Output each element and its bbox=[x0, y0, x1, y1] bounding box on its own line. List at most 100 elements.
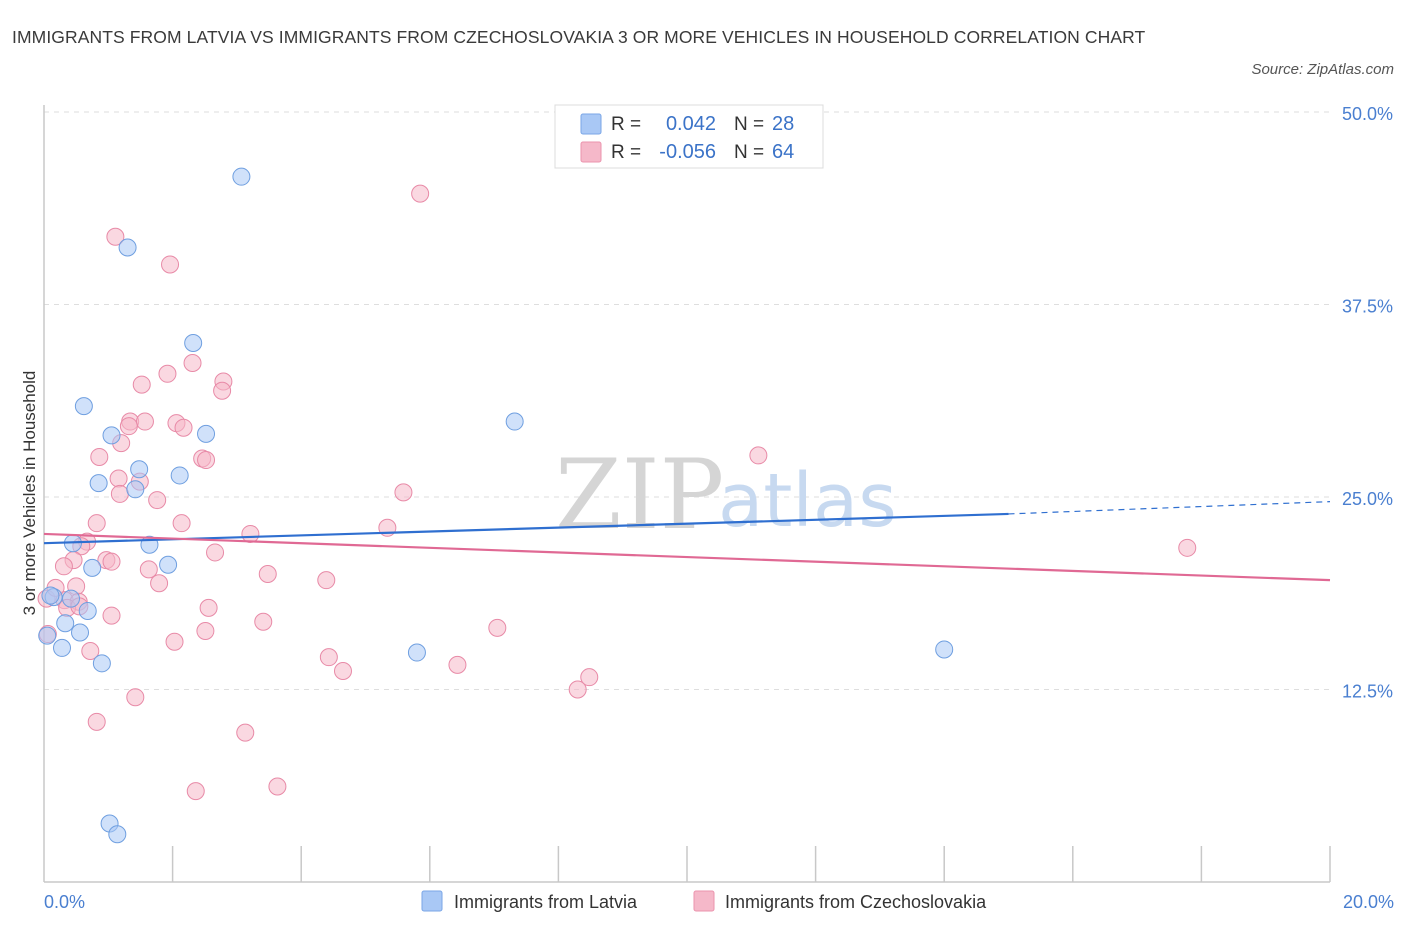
latvia-point bbox=[102, 426, 121, 445]
czechoslovakia-point bbox=[197, 451, 216, 470]
czechoslovakia-point bbox=[54, 557, 73, 576]
czechoslovakia-point bbox=[411, 184, 430, 203]
czechoslovakia-point bbox=[268, 777, 287, 796]
source-label: Source: ZipAtlas.com bbox=[1251, 61, 1394, 78]
legend-r-value-latvia: 0.042 bbox=[666, 113, 716, 135]
czechoslovakia-point bbox=[110, 484, 129, 503]
czechoslovakia-point bbox=[749, 446, 768, 465]
latvia-point bbox=[78, 601, 97, 620]
y-tick-label: 25.0% bbox=[1342, 489, 1393, 509]
latvia-point bbox=[407, 643, 426, 662]
latvia-point bbox=[89, 474, 108, 493]
y-tick-label: 50.0% bbox=[1342, 104, 1393, 124]
latvia-point bbox=[159, 555, 178, 574]
legend-r-label-czechoslovakia: R = bbox=[611, 142, 641, 163]
czechoslovakia-point bbox=[132, 375, 151, 394]
czechoslovakia-point bbox=[161, 255, 180, 274]
latvia-point bbox=[41, 586, 60, 605]
latvia-trend-extension bbox=[1008, 501, 1331, 515]
czechoslovakia-point bbox=[317, 571, 336, 590]
czechoslovakia-point bbox=[106, 227, 125, 246]
czechoslovakia-point bbox=[196, 621, 215, 640]
x-tick-label-max: 20.0% bbox=[1343, 892, 1394, 912]
legend-top: R = 0.042 N = 28 R = -0.056 N = 64 bbox=[554, 104, 824, 169]
legend-n-value-latvia: 28 bbox=[772, 113, 794, 135]
latvia-point bbox=[935, 640, 954, 659]
czechoslovakia-point bbox=[102, 606, 121, 625]
latvia-point bbox=[62, 589, 81, 608]
trend-lines bbox=[43, 501, 1331, 582]
legend-n-label-latvia: N = bbox=[734, 114, 764, 135]
czechoslovakia-point bbox=[333, 662, 352, 681]
bottom-legend-label-latvia: Immigrants from Latvia bbox=[454, 892, 638, 912]
czechoslovakia-point bbox=[254, 612, 273, 631]
czechoslovakia-point bbox=[150, 574, 169, 593]
czechoslovakia-point bbox=[488, 618, 507, 637]
czechoslovakia-point bbox=[135, 412, 154, 431]
legend-n-value-czechoslovakia: 64 bbox=[772, 141, 794, 163]
legend-swatch-czechoslovakia bbox=[580, 141, 602, 163]
czechoslovakia-point bbox=[319, 648, 338, 667]
czechoslovakia-point bbox=[206, 543, 225, 562]
chart-title: IMMIGRANTS FROM LATVIA VS IMMIGRANTS FRO… bbox=[12, 27, 1146, 47]
latvia-trend-line bbox=[43, 512, 1009, 545]
bottom-legend-label-czechoslovakia: Immigrants from Czechoslovakia bbox=[725, 892, 987, 912]
czechoslovakia-trend-line bbox=[43, 532, 1331, 582]
latvia-point bbox=[71, 623, 90, 642]
legend-swatch-latvia bbox=[580, 113, 602, 135]
czechoslovakia-point bbox=[148, 491, 167, 510]
czechoslovakia-point bbox=[199, 598, 218, 617]
latvia-point bbox=[197, 424, 216, 443]
czechoslovakia-point bbox=[165, 632, 184, 651]
czechoslovakia-point bbox=[87, 514, 106, 533]
latvia-point bbox=[38, 626, 57, 645]
y-tick-label: 12.5% bbox=[1342, 682, 1393, 702]
czechoslovakia-point bbox=[241, 524, 260, 543]
latvia-point bbox=[232, 167, 251, 186]
y-tick-label: 37.5% bbox=[1342, 297, 1393, 317]
latvia-point bbox=[74, 397, 93, 416]
latvia-point bbox=[505, 412, 524, 431]
czechoslovakia-point bbox=[172, 514, 191, 533]
czechoslovakia-point bbox=[102, 552, 121, 571]
czechoslovakia-point bbox=[174, 418, 193, 437]
watermark-zip: ZIP bbox=[555, 439, 724, 551]
latvia-point bbox=[53, 638, 72, 657]
latvia-point bbox=[92, 654, 111, 673]
x-axis-ticks bbox=[171, 846, 1331, 882]
czechoslovakia-point bbox=[158, 364, 177, 383]
czechoslovakia-point bbox=[81, 642, 100, 660]
czechoslovakia-point bbox=[580, 668, 599, 687]
x-tick-label-min: 0.0% bbox=[44, 892, 85, 912]
czechoslovakia-point bbox=[119, 417, 138, 436]
czechoslovakia-point bbox=[568, 680, 587, 699]
czechoslovakia-point bbox=[394, 483, 413, 502]
legend-r-value-czechoslovakia: -0.056 bbox=[659, 141, 716, 163]
czechoslovakia-point bbox=[87, 712, 106, 731]
latvia-point bbox=[118, 238, 137, 257]
bottom-legend-swatch-latvia bbox=[421, 890, 443, 912]
latvia-point bbox=[56, 614, 75, 633]
watermark-atlas: atlas bbox=[718, 458, 897, 544]
czechoslovakia-point bbox=[448, 655, 467, 674]
latvia-point bbox=[108, 825, 127, 844]
czechoslovakia-point bbox=[109, 469, 128, 488]
legend-r-label-latvia: R = bbox=[611, 114, 641, 135]
czechoslovakia-point bbox=[126, 688, 145, 707]
czechoslovakia-point bbox=[90, 447, 109, 466]
latvia-point bbox=[83, 558, 102, 577]
watermark: ZIP atlas bbox=[555, 439, 897, 551]
legend-bottom: Immigrants from Latvia Immigrants from C… bbox=[421, 890, 987, 912]
y-tick-labels: 12.5% 25.0% 37.5% 50.0% bbox=[1342, 104, 1393, 702]
czechoslovakia-point bbox=[236, 723, 255, 742]
latvia-point bbox=[170, 466, 189, 485]
grid-lines bbox=[44, 111, 1330, 690]
latvia-point bbox=[130, 460, 149, 479]
czechoslovakia-point bbox=[183, 354, 202, 373]
czechoslovakia-point bbox=[258, 565, 277, 583]
czechoslovakia-point bbox=[139, 560, 158, 579]
czechoslovakia-point bbox=[213, 381, 232, 400]
bottom-legend-swatch-czechoslovakia bbox=[693, 890, 715, 912]
czechoslovakia-point bbox=[1178, 538, 1197, 557]
